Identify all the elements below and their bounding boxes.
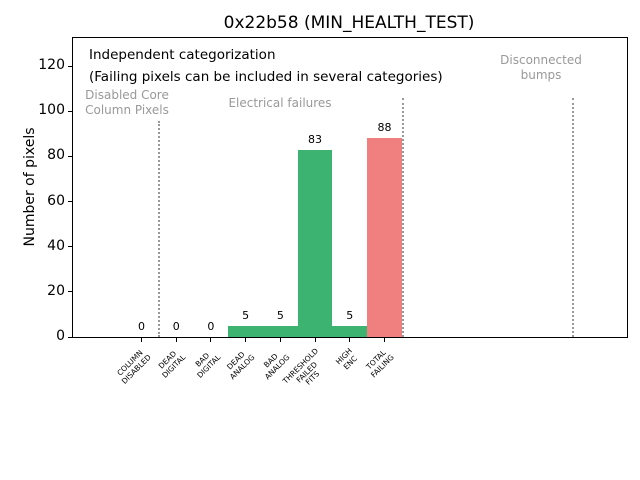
x-tick-label: COLUMN DISABLED bbox=[114, 348, 153, 386]
x-tick bbox=[314, 338, 316, 342]
section-label-disabled-core-column-pixels: Disabled Core Column Pixels bbox=[85, 88, 169, 117]
y-tick bbox=[68, 65, 72, 67]
bar bbox=[262, 325, 298, 337]
y-tick bbox=[68, 155, 72, 157]
x-tick-label: BAD DIGITAL bbox=[193, 350, 222, 380]
y-tick-label: 120 bbox=[38, 57, 65, 73]
bar-value-label: 0 bbox=[172, 320, 180, 333]
bar bbox=[332, 325, 368, 337]
bar-value-label: 5 bbox=[346, 308, 354, 322]
x-tick-label: HIGH ENC bbox=[334, 346, 360, 372]
x-tick bbox=[245, 338, 247, 342]
bar-value-label: 83 bbox=[308, 132, 323, 146]
x-tick bbox=[175, 338, 177, 342]
y-tick bbox=[68, 291, 72, 293]
annotation-note-line1: Independent categorization bbox=[89, 47, 276, 63]
x-tick bbox=[349, 338, 351, 342]
y-tick-label: 80 bbox=[47, 147, 65, 164]
section-separator-line bbox=[401, 98, 404, 337]
chart-title: 0x22b58 (MIN_HEALTH_TEST) bbox=[223, 13, 475, 33]
y-tick-label: 100 bbox=[38, 102, 65, 119]
x-tick-label: DEAD DIGITAL bbox=[156, 349, 187, 380]
x-tick bbox=[279, 338, 281, 342]
y-axis-label: Number of pixels bbox=[22, 127, 38, 247]
plot-area: Independent categorization (Failing pixe… bbox=[38, 37, 628, 344]
y-tick bbox=[68, 246, 72, 248]
x-tick-label: THRESHOLD FAILED FITS bbox=[280, 346, 322, 387]
bar-value-label: 5 bbox=[242, 308, 250, 322]
x-tick bbox=[210, 338, 212, 342]
y-tick-label: 60 bbox=[47, 192, 65, 209]
bar bbox=[228, 325, 263, 337]
y-tick-label: 20 bbox=[47, 282, 65, 299]
y-tick bbox=[68, 336, 72, 338]
bar-value-label: 0 bbox=[138, 320, 145, 333]
x-tick-label: DEAD ANALOG bbox=[225, 349, 257, 382]
x-tick-label: TOTAL FAILING bbox=[364, 348, 396, 380]
bar bbox=[367, 138, 402, 337]
x-tick bbox=[383, 338, 385, 342]
section-separator-line bbox=[158, 121, 160, 337]
y-tick-label: 40 bbox=[47, 237, 65, 254]
section-separator-line bbox=[572, 98, 574, 337]
x-axis-labels: COLUMN DISABLED DEAD DIGITAL BAD DIGITAL DE… bbox=[72, 341, 626, 411]
bar-value-label: 88 bbox=[377, 121, 392, 135]
bar bbox=[297, 149, 333, 337]
y-tick bbox=[68, 201, 72, 202]
y-tick bbox=[68, 110, 72, 112]
section-label-electrical-failures: Electrical failures bbox=[228, 96, 332, 110]
bar-value-label: 5 bbox=[276, 308, 284, 322]
annotation-note-line2: (Failing pixels can be included in sever… bbox=[89, 69, 443, 85]
y-tick-label: 0 bbox=[56, 328, 65, 344]
bar-value-label: 0 bbox=[207, 320, 215, 333]
x-tick bbox=[141, 338, 142, 342]
section-label-disconnected-bumps: Disconnected bumps bbox=[500, 53, 582, 82]
